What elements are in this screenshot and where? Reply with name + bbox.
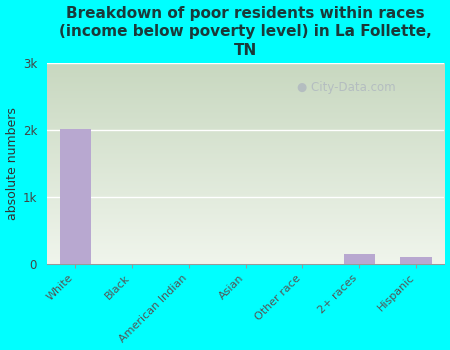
Text: ● City-Data.com: ● City-Data.com [297,80,396,94]
Bar [59,129,91,264]
Bar [400,257,432,264]
Title: Breakdown of poor residents within races
(income below poverty level) in La Foll: Breakdown of poor residents within races… [59,6,432,58]
Y-axis label: absolute numbers: absolute numbers [5,107,18,220]
Bar [344,254,375,264]
